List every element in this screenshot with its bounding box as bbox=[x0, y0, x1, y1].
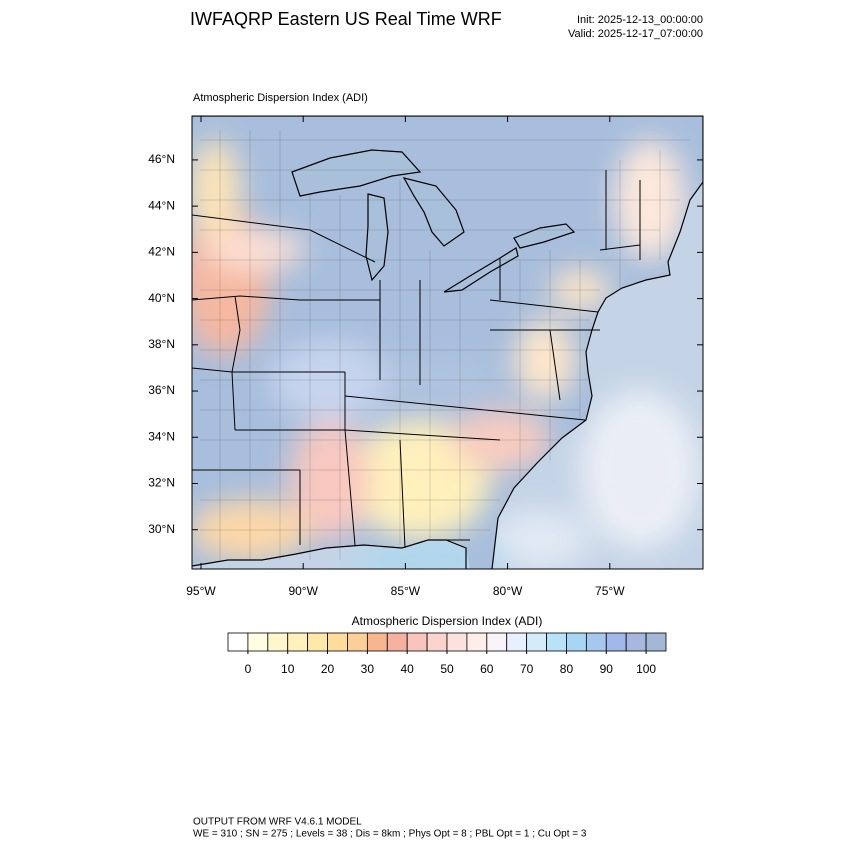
colorbar-box bbox=[605, 632, 627, 652]
map bbox=[192, 116, 703, 569]
colorbar-box bbox=[526, 632, 547, 652]
colorbar-box bbox=[625, 632, 647, 652]
x-tick-label: 85°W bbox=[391, 584, 421, 598]
colorbar-tick-label: 60 bbox=[480, 662, 494, 676]
colorbar-tick-label: 90 bbox=[600, 662, 614, 676]
colorbar-box bbox=[366, 632, 388, 652]
map-subtitle: Atmospheric Dispersion Index (ADI) bbox=[193, 92, 368, 104]
colorbar-box bbox=[307, 632, 328, 652]
y-tick-label: 46°N bbox=[148, 152, 175, 166]
footer-line: OUTPUT FROM WRF V4.6.1 MODEL bbox=[193, 817, 362, 828]
colorbar-box bbox=[486, 632, 508, 652]
colorbar-box bbox=[446, 632, 468, 652]
colorbar-box bbox=[327, 632, 348, 652]
y-tick-label: 30°N bbox=[148, 522, 175, 536]
x-tick-label: 75°W bbox=[595, 584, 625, 598]
x-tick-label: 90°W bbox=[288, 584, 318, 598]
colorbar-tick-label: 0 bbox=[245, 662, 252, 676]
colorbar-box bbox=[247, 632, 269, 652]
x-tick-label: 95°W bbox=[186, 584, 216, 598]
y-tick-label: 38°N bbox=[148, 337, 175, 351]
colorbar-box bbox=[267, 632, 289, 652]
colorbar-box bbox=[347, 632, 368, 652]
map-frame bbox=[191, 115, 704, 570]
colorbar-title: Atmospheric Dispersion Index (ADI) bbox=[352, 614, 543, 628]
colorbar-tick-label: 50 bbox=[440, 662, 454, 676]
colorbar-tick-label: 70 bbox=[520, 662, 534, 676]
colorbar-box bbox=[227, 632, 249, 652]
colorbar-tick-label: 40 bbox=[401, 662, 415, 676]
colorbar-tick-label: 10 bbox=[281, 662, 295, 676]
colorbar-box bbox=[506, 632, 528, 652]
colorbar-box bbox=[406, 632, 428, 652]
colorbar-box bbox=[546, 632, 567, 652]
colorbar-box bbox=[585, 632, 607, 652]
footer-line: WE = 310 ; SN = 275 ; Levels = 38 ; Dis … bbox=[193, 829, 587, 840]
y-tick-label: 40°N bbox=[148, 291, 175, 305]
y-tick-label: 42°N bbox=[148, 245, 175, 259]
colorbar-tick-label: 80 bbox=[560, 662, 574, 676]
valid-time: Valid: 2025-12-17_07:00:00 bbox=[568, 28, 703, 40]
y-tick-label: 44°N bbox=[148, 198, 175, 212]
colorbar-tick-label: 100 bbox=[636, 662, 656, 676]
y-tick-label: 32°N bbox=[148, 476, 175, 490]
colorbar-box bbox=[566, 632, 587, 652]
colorbar-tick-label: 20 bbox=[321, 662, 335, 676]
colorbar-box bbox=[645, 632, 667, 652]
colorbar-box bbox=[426, 632, 448, 652]
colorbar-tick-label: 30 bbox=[361, 662, 375, 676]
y-tick-label: 34°N bbox=[148, 429, 175, 443]
colorbar-box bbox=[287, 632, 309, 652]
title: IWFAQRP Eastern US Real Time WRF bbox=[190, 9, 502, 29]
colorbar-box bbox=[466, 632, 488, 652]
colorbar-box bbox=[386, 632, 408, 652]
init-time: Init: 2025-12-13_00:00:00 bbox=[577, 14, 703, 26]
x-tick-label: 80°W bbox=[493, 584, 523, 598]
y-tick-label: 36°N bbox=[148, 383, 175, 397]
